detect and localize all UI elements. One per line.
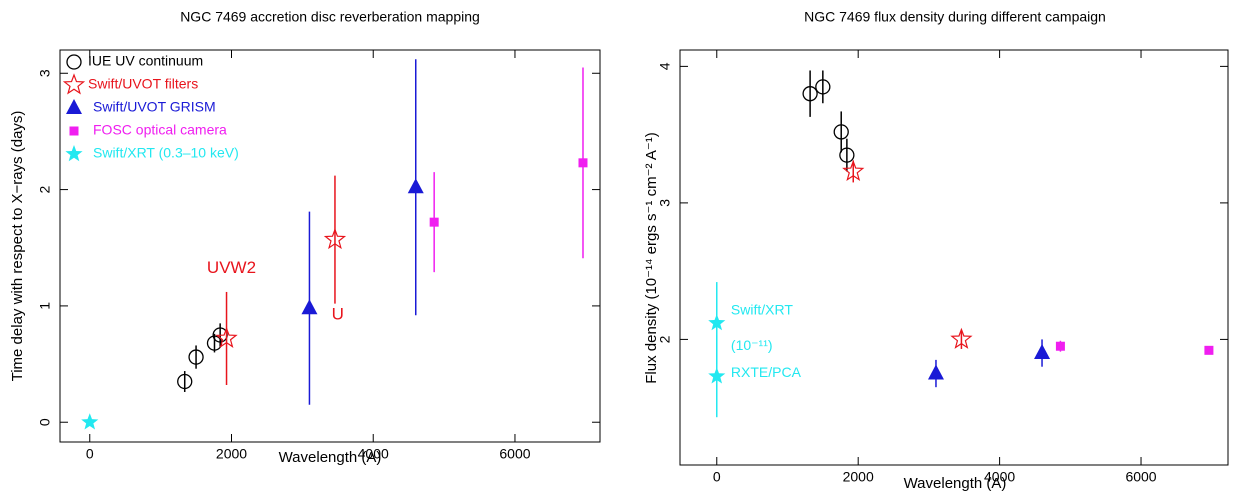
marker bbox=[188, 349, 204, 365]
annotation: U bbox=[332, 305, 344, 324]
marker bbox=[81, 413, 99, 430]
y-tick-label: 2 bbox=[657, 335, 673, 343]
marker bbox=[708, 367, 726, 384]
marker bbox=[1034, 344, 1051, 360]
marker bbox=[1055, 341, 1065, 351]
x-tick-label: 2000 bbox=[216, 446, 247, 462]
x-tick-label: 0 bbox=[86, 446, 94, 462]
legend-label: IUE UV continuum bbox=[88, 53, 203, 69]
legend-marker bbox=[66, 54, 82, 70]
marker bbox=[1204, 345, 1214, 355]
legend-label: Swift/XRT (0.3–10 keV) bbox=[93, 145, 239, 161]
legend-label: Swift/UVOT GRISM bbox=[93, 99, 216, 115]
marker bbox=[815, 79, 831, 95]
y-tick-label: 3 bbox=[657, 199, 673, 207]
legend-marker bbox=[62, 73, 86, 95]
legend-marker bbox=[69, 126, 79, 136]
legend-marker bbox=[65, 145, 83, 162]
marker bbox=[177, 373, 193, 390]
x-tick-label: 4000 bbox=[358, 446, 389, 462]
marker bbox=[950, 327, 973, 349]
plot-frame bbox=[679, 49, 1229, 466]
annotation: UVW2 bbox=[207, 258, 256, 277]
plot-frame bbox=[59, 49, 601, 443]
marker bbox=[927, 364, 944, 380]
y-axis-label: Time delay with respect to X−rays (days) bbox=[9, 111, 26, 382]
legend-label: Swift/UVOT filters bbox=[88, 76, 198, 92]
annotation: RXTE/PCA bbox=[731, 364, 802, 380]
marker bbox=[407, 178, 424, 194]
x-axis-label: Wavelength (A) bbox=[904, 475, 1007, 492]
marker bbox=[301, 299, 318, 315]
y-tick-label: 1 bbox=[37, 302, 53, 310]
marker bbox=[839, 147, 855, 163]
marker bbox=[215, 326, 238, 348]
y-axis-label: Flux density (10⁻¹⁴ ergs s⁻¹ cm⁻² A⁻¹) bbox=[643, 132, 660, 384]
marker bbox=[323, 227, 347, 250]
marker bbox=[842, 159, 865, 181]
marker bbox=[578, 158, 588, 168]
y-tick-label: 0 bbox=[37, 418, 53, 426]
marker bbox=[802, 86, 818, 102]
y-tick-label: 2 bbox=[37, 185, 53, 193]
marker bbox=[708, 314, 726, 331]
x-tick-label: 0 bbox=[713, 469, 721, 485]
chart-title: NGC 7469 accretion disc reverberation ma… bbox=[180, 9, 480, 25]
y-tick-label: 4 bbox=[657, 62, 673, 70]
x-axis-label: Wavelength (A) bbox=[279, 449, 382, 466]
marker bbox=[833, 124, 849, 140]
x-tick-label: 6000 bbox=[499, 446, 530, 462]
y-tick-label: 3 bbox=[37, 69, 53, 77]
legend-marker bbox=[66, 99, 82, 114]
legend-label: FOSC optical camera bbox=[93, 122, 227, 138]
x-tick-label: 6000 bbox=[1125, 469, 1156, 485]
x-tick-label: 4000 bbox=[984, 469, 1015, 485]
annotation: (10⁻¹¹) bbox=[731, 337, 773, 353]
annotation: Swift/XRT bbox=[731, 301, 793, 317]
marker bbox=[429, 217, 439, 227]
chart-title: NGC 7469 flux density during different c… bbox=[804, 9, 1106, 25]
x-tick-label: 2000 bbox=[843, 469, 874, 485]
